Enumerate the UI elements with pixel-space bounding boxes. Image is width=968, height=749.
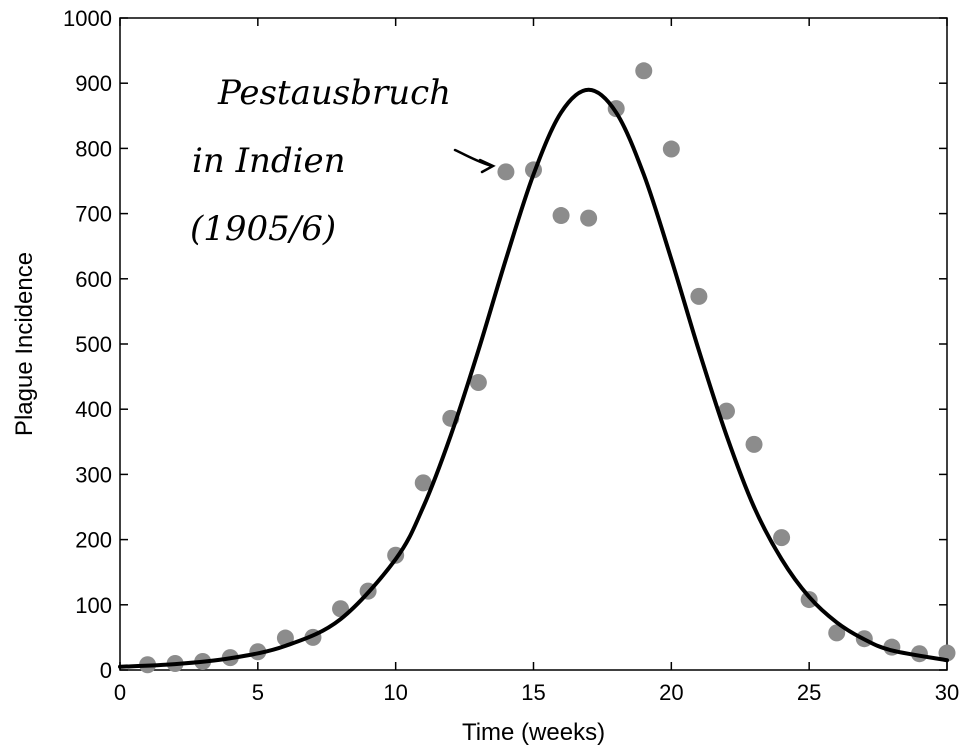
x-tick-label: 5: [252, 680, 264, 705]
y-tick-label: 500: [75, 332, 112, 357]
x-tick-label: 25: [797, 680, 821, 705]
annotation-line-3: (1905/6): [190, 209, 336, 249]
axis-ticks: [119, 17, 948, 671]
data-point: [414, 474, 432, 492]
data-point: [745, 435, 763, 453]
data-point: [469, 373, 487, 391]
annotation-arrow: [453, 148, 496, 174]
handwritten-annotation: Pestausbruch in Indien (1905/6): [190, 73, 496, 249]
x-tick-label: 0: [114, 680, 126, 705]
y-tick-label: 400: [75, 397, 112, 422]
annotation-line-2: in Indien: [192, 141, 346, 181]
data-point: [717, 402, 735, 420]
fit-curve: [118, 87, 949, 669]
annotation-line-1: Pestausbruch: [217, 73, 451, 113]
y-tick-label: 1000: [63, 6, 112, 31]
y-axis-label: Plague Incidence: [11, 252, 38, 436]
y-tick-label: 800: [75, 136, 112, 161]
y-tick-label: 200: [75, 528, 112, 553]
y-tick-label: 900: [75, 71, 112, 96]
x-axis-label: Time (weeks): [462, 719, 605, 746]
plot-frame: [119, 17, 948, 671]
y-tick-labels: 0 100 200 300 400 500 600 700 800 900 1000: [63, 6, 112, 683]
data-point: [635, 62, 653, 80]
x-tick-labels: 0 5 10 15 20 25 30: [114, 680, 959, 705]
data-point: [552, 207, 570, 225]
data-point: [662, 140, 680, 158]
data-point: [690, 287, 708, 305]
data-point: [773, 529, 791, 547]
data-point: [332, 600, 350, 618]
y-tick-label: 0: [100, 658, 112, 683]
x-tick-label: 20: [659, 680, 683, 705]
x-tick-label: 15: [521, 680, 545, 705]
data-point: [938, 644, 956, 662]
y-tick-label: 700: [75, 202, 112, 227]
x-tick-label: 30: [935, 680, 959, 705]
data-point: [497, 163, 515, 181]
x-tick-label: 10: [383, 680, 407, 705]
y-tick-label: 300: [75, 462, 112, 487]
y-tick-label: 600: [75, 267, 112, 292]
data-point: [828, 624, 846, 642]
y-tick-label: 100: [75, 593, 112, 618]
data-point: [580, 209, 598, 227]
